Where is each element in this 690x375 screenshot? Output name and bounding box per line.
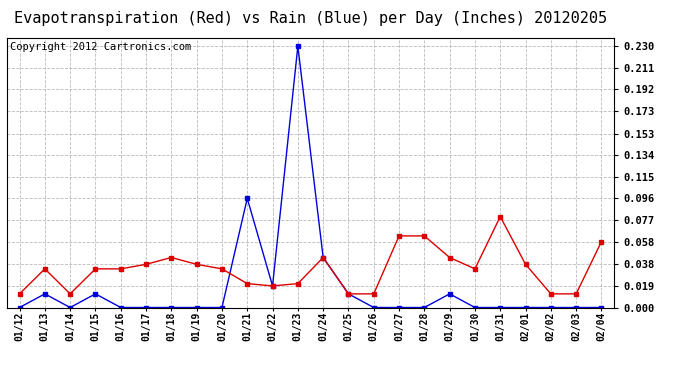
Text: Copyright 2012 Cartronics.com: Copyright 2012 Cartronics.com xyxy=(10,42,191,51)
Text: Evapotranspiration (Red) vs Rain (Blue) per Day (Inches) 20120205: Evapotranspiration (Red) vs Rain (Blue) … xyxy=(14,11,607,26)
